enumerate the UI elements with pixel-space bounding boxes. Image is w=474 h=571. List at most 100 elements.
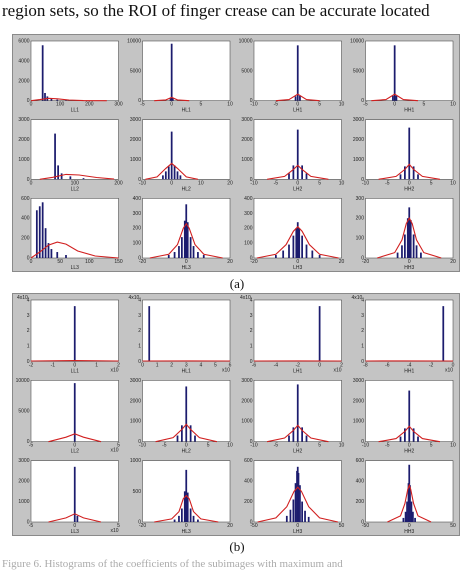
x-tick-label: -6: [252, 362, 257, 368]
x-multiplier: x10: [110, 528, 118, 534]
fitted-curve: [377, 217, 442, 259]
histogram-bar: [288, 435, 290, 442]
x-tick-label: 0: [408, 259, 411, 265]
histogram-bar: [169, 98, 172, 101]
histogram-bar: [292, 235, 295, 258]
y-tick-label: 400: [133, 196, 142, 202]
x-tick-label: 100: [56, 102, 65, 108]
y-tick-label: 0: [138, 256, 141, 262]
histogram-bar: [73, 383, 76, 442]
histogram-bar: [65, 255, 67, 258]
x-tick-label: 10: [339, 180, 345, 186]
histogram-bar: [185, 386, 188, 442]
histogram-bar: [289, 509, 292, 522]
y-tick-label: 200: [244, 499, 253, 505]
y-multiplier: 4x10: [240, 295, 251, 301]
y-multiplier: 4x10: [129, 295, 140, 301]
y-tick-label: 1: [27, 344, 30, 350]
histogram-bar: [296, 45, 299, 101]
plot-area: [30, 119, 119, 180]
histogram-bar: [176, 435, 179, 442]
x-tick-label: -20: [362, 259, 369, 265]
y-tick-label: 0: [361, 520, 364, 526]
y-tick-label: 300: [356, 196, 365, 202]
x-tick-label: 20: [227, 180, 233, 186]
x-tick-label: -10: [250, 443, 257, 449]
y-tick-label: 0: [138, 520, 141, 526]
x-multiplier: x10: [110, 448, 118, 454]
fitted-curve: [39, 173, 115, 180]
x-tick-label: 10: [227, 102, 233, 108]
x-tick-label: 20: [227, 259, 233, 265]
x-tick-label: -5: [274, 102, 279, 108]
x-tick-label: 0: [30, 259, 33, 265]
histogram-bar: [173, 165, 176, 180]
histogram-bar: [296, 129, 299, 180]
histogram-bar: [410, 501, 413, 522]
caption-a: (a): [229, 276, 245, 291]
plot-area: [142, 40, 231, 101]
y-tick-label: 600: [356, 458, 365, 464]
x-tick-label: 5: [318, 180, 321, 186]
y-tick-label: 400: [356, 479, 365, 485]
histogram-bar: [288, 173, 290, 180]
y-tick-label: 400: [244, 196, 253, 202]
x-tick-label: 0: [296, 180, 299, 186]
x-tick-label: -10: [139, 443, 146, 449]
x-tick-label: -20: [250, 259, 257, 265]
histogram-bar: [301, 235, 303, 258]
fitted-curve: [30, 241, 119, 259]
fitted-curve: [48, 433, 102, 443]
histogram-bar: [296, 384, 299, 442]
subplot-hh2: -10 -5 0 5 10 0 1000 2000 3000 HH2: [353, 378, 456, 455]
histogram-bar: [194, 435, 196, 442]
histogram-bar: [393, 45, 396, 101]
histogram-bar: [167, 255, 170, 258]
histogram-bar: [396, 252, 399, 258]
histogram-bar: [296, 222, 299, 258]
y-tick-label: 0: [361, 177, 364, 183]
histogram-bar: [404, 166, 406, 180]
histogram-bar: [318, 255, 321, 258]
plot-area: [142, 119, 231, 180]
y-tick-label: 10000: [350, 39, 364, 45]
x-tick-label: 5: [214, 362, 217, 368]
x-tick-label: 5: [430, 443, 433, 449]
histogram-bar: [415, 245, 418, 258]
subplot-label: HL2: [182, 449, 191, 455]
x-tick-label: -4: [274, 362, 279, 368]
subplot-hl2: -10 -5 0 5 10 0 1000 2000 3000 HL2: [130, 378, 233, 455]
y-multiplier: 4x10: [352, 295, 363, 301]
subplot-label: LL3: [71, 265, 80, 271]
histogram-bar: [197, 252, 199, 258]
plot-area: [30, 40, 119, 101]
subplot-label: HH1: [404, 368, 414, 374]
x-tick-label: 0: [318, 362, 321, 368]
histogram-bar: [183, 491, 186, 522]
subplot-lh2: -10 -5 0 5 10 0 1000 2000 3000 LH2: [241, 117, 344, 192]
histogram-bar: [299, 95, 301, 101]
histogram-bar: [164, 171, 167, 180]
x-tick-label: 0: [185, 443, 188, 449]
y-tick-label: 2000: [130, 137, 141, 143]
y-tick-label: 1: [138, 344, 141, 350]
y-tick-label: 10000: [127, 39, 141, 45]
subplot-label: LL1: [71, 368, 80, 374]
fitted-curve: [266, 424, 329, 443]
y-tick-label: 0: [27, 439, 30, 445]
y-tick-label: 3000: [241, 378, 252, 384]
x-tick-label: -1: [51, 362, 56, 368]
fitted-curve: [154, 96, 190, 102]
x-tick-label: 5: [318, 102, 321, 108]
histogram-bar: [412, 428, 415, 442]
plot-area: [142, 299, 231, 362]
y-tick-label: 0: [250, 359, 253, 365]
x-tick-label: -10: [139, 180, 146, 186]
x-tick-label: 1: [156, 362, 159, 368]
